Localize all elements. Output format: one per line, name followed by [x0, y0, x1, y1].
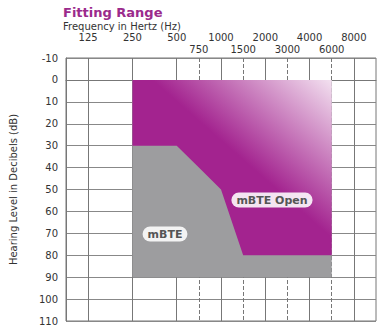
svg-text:125: 125 [79, 32, 98, 43]
svg-text:0: 0 [52, 74, 58, 85]
svg-text:1500: 1500 [230, 44, 255, 55]
svg-text:8000: 8000 [341, 32, 366, 43]
svg-text:4000: 4000 [297, 32, 322, 43]
svg-text:500: 500 [167, 32, 186, 43]
svg-text:3000: 3000 [275, 44, 300, 55]
svg-text:Hearing Level in Decibels (dB): Hearing Level in Decibels (dB) [8, 114, 19, 265]
svg-text:30: 30 [45, 140, 58, 151]
svg-text:50: 50 [45, 184, 58, 195]
svg-text:2000: 2000 [253, 32, 278, 43]
svg-text:10: 10 [45, 96, 58, 107]
svg-text:6000: 6000 [319, 44, 344, 55]
svg-text:250: 250 [123, 32, 142, 43]
svg-text:-10: -10 [42, 53, 58, 64]
svg-text:90: 90 [45, 272, 58, 283]
svg-text:750: 750 [189, 44, 208, 55]
svg-text:100: 100 [39, 294, 58, 305]
svg-text:Fitting Range: Fitting Range [63, 5, 163, 20]
svg-text:70: 70 [45, 228, 58, 239]
svg-text:1000: 1000 [208, 32, 233, 43]
svg-text:40: 40 [45, 162, 58, 173]
svg-text:Frequency in Hertz (Hz): Frequency in Hertz (Hz) [63, 21, 181, 32]
svg-text:110: 110 [39, 316, 58, 327]
svg-text:mBTE Open: mBTE Open [236, 194, 307, 207]
svg-text:80: 80 [45, 250, 58, 261]
svg-text:60: 60 [45, 206, 58, 217]
svg-text:20: 20 [45, 118, 58, 129]
svg-text:mBTE: mBTE [148, 228, 183, 241]
